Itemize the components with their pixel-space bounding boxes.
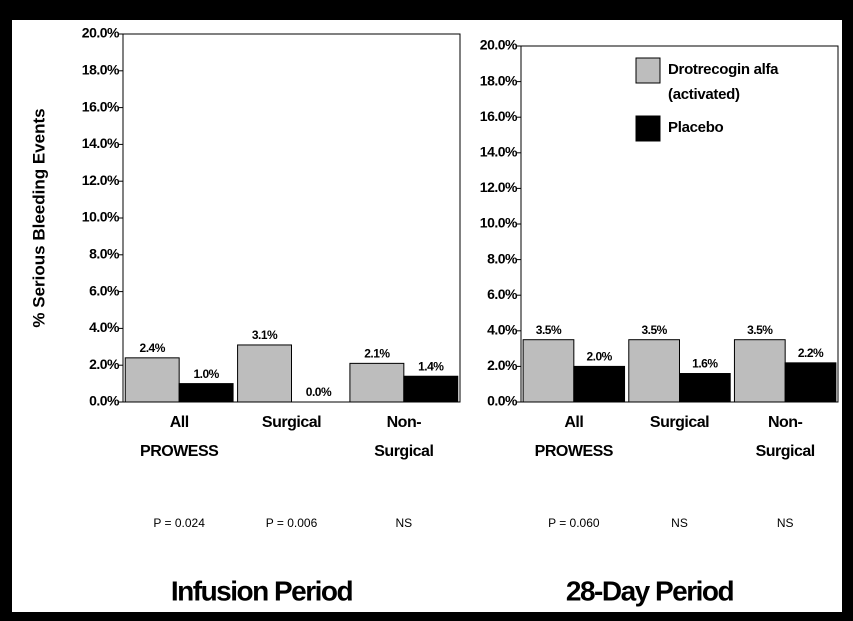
p-value: P = 0.006 [266,516,318,530]
value-label: 1.4% [418,359,444,373]
x-tick-label: PROWESS [535,443,614,460]
x-tick-label: All [564,414,583,431]
legend-label: Drotrecogin alfa (activated) [668,61,779,103]
x-tick-label: Surgical [262,414,321,431]
legend-swatch [635,115,661,142]
bar [573,365,626,403]
value-label: 2.4% [140,341,166,355]
x-tick-label: Non- [387,414,422,431]
y-tick-label: 10.0% [82,209,120,225]
bar [403,375,459,403]
y-tick-label: 4.0% [487,322,518,338]
p-value: P = 0.060 [548,516,600,530]
y-tick-label: 18.0% [480,72,518,88]
y-tick-label: 16.0% [82,98,120,114]
p-value: NS [777,516,794,530]
y-tick-label: 8.0% [487,250,518,266]
bar [784,362,837,403]
y-tick-label: 0.0% [89,393,120,409]
y-tick-label: 14.0% [480,144,518,160]
value-label: 1.0% [193,367,219,381]
value-label: 0.0% [306,385,332,399]
panel-title: Infusion Period [171,575,353,606]
x-tick-label: All [170,414,189,431]
y-tick-label: 12.0% [480,179,518,195]
panel-title: 28-Day Period [566,575,734,606]
x-tick-label: PROWESS [140,443,219,460]
legend-swatch [635,57,661,84]
y-tick-label: 12.0% [82,172,120,188]
y-tick-label: 16.0% [480,108,518,124]
y-tick-label: 8.0% [89,246,120,262]
y-tick-label: 0.0% [487,393,518,409]
y-tick-label: 10.0% [480,215,518,231]
y-tick-label: 2.0% [487,357,518,373]
value-label: 1.6% [692,357,718,371]
p-value: NS [671,516,688,530]
value-label: 2.2% [798,346,824,360]
bar [178,383,234,403]
bar [349,362,405,403]
y-tick-label: 18.0% [82,62,120,78]
bar [679,373,731,403]
y-tick-label: 6.0% [89,282,120,298]
bar [522,339,575,403]
bar [628,339,681,403]
value-label: 3.5% [536,323,562,337]
value-label: 2.1% [364,347,390,361]
x-tick-label: Non- [768,414,803,431]
y-tick-label: 20.0% [82,25,120,41]
y-tick-label: 14.0% [82,135,120,151]
p-value: P = 0.024 [153,516,205,530]
legend-label: Placebo [668,119,724,136]
y-tick-label: 6.0% [487,286,518,302]
bar [733,339,786,403]
value-label: 3.1% [252,328,278,342]
y-tick-label: 20.0% [480,37,518,53]
bar [237,344,292,403]
p-value: NS [395,516,412,530]
value-label: 3.5% [641,323,667,337]
y-tick-label: 2.0% [89,356,120,372]
x-tick-label: Surgical [756,443,815,460]
value-label: 2.0% [587,350,613,364]
value-label: 3.5% [747,323,773,337]
x-tick-label: Surgical [374,443,433,460]
x-tick-label: Surgical [650,414,709,431]
y-axis-label: % Serious Bleeding Events [29,108,48,327]
bar [124,357,180,403]
y-tick-label: 4.0% [89,319,120,335]
background [12,20,842,612]
